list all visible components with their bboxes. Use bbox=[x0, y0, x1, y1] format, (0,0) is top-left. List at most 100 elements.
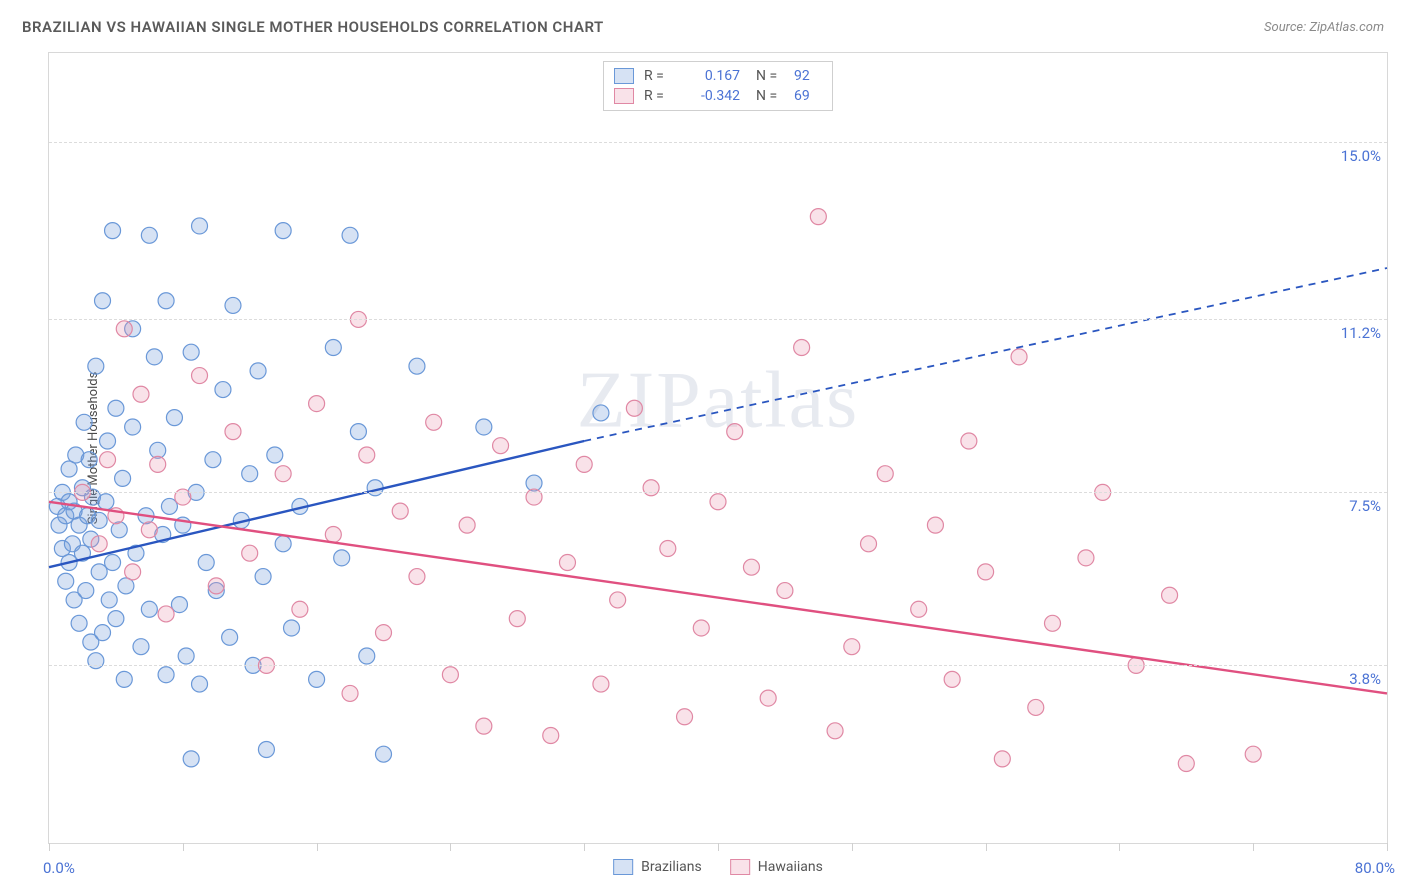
scatter-point bbox=[208, 578, 224, 594]
scatter-point bbox=[459, 517, 475, 533]
chart-header: BRAZILIAN VS HAWAIIAN SINGLE MOTHER HOUS… bbox=[22, 18, 1384, 36]
scatter-point bbox=[576, 456, 592, 472]
scatter-point bbox=[610, 592, 626, 608]
scatter-point bbox=[359, 447, 375, 463]
scatter-point bbox=[115, 470, 131, 486]
scatter-point bbox=[81, 452, 97, 468]
scatter-point bbox=[1028, 699, 1044, 715]
scatter-point bbox=[392, 503, 408, 519]
legend-bottom-label-0: Brazilians bbox=[641, 859, 702, 875]
scatter-point bbox=[827, 723, 843, 739]
source-name: ZipAtlas.com bbox=[1309, 20, 1384, 35]
scatter-point bbox=[105, 223, 121, 239]
scatter-point bbox=[442, 667, 458, 683]
x-tick bbox=[49, 843, 50, 851]
scatter-point bbox=[994, 751, 1010, 767]
regression-line bbox=[49, 441, 584, 567]
scatter-point bbox=[183, 751, 199, 767]
x-axis-min-label: 0.0% bbox=[43, 859, 75, 877]
scatter-point bbox=[141, 601, 157, 617]
legend-row-series-0: R = 0.167 N = 92 bbox=[614, 66, 822, 86]
scatter-point bbox=[794, 339, 810, 355]
scatter-point bbox=[101, 592, 117, 608]
scatter-point bbox=[171, 597, 187, 613]
y-gridline bbox=[49, 665, 1387, 666]
scatter-point bbox=[95, 625, 111, 641]
legend-n-label-1: N = bbox=[756, 88, 784, 104]
scatter-point bbox=[409, 358, 425, 374]
scatter-point bbox=[158, 606, 174, 622]
scatter-point bbox=[91, 564, 107, 580]
scatter-point bbox=[359, 648, 375, 664]
scatter-point bbox=[225, 424, 241, 440]
scatter-point bbox=[275, 536, 291, 552]
scatter-point bbox=[178, 648, 194, 664]
legend-item-0: Brazilians bbox=[613, 859, 702, 875]
scatter-point bbox=[677, 709, 693, 725]
legend-n-label-0: N = bbox=[756, 68, 784, 84]
scatter-point bbox=[409, 569, 425, 585]
scatter-point bbox=[426, 414, 442, 430]
scatter-point bbox=[476, 718, 492, 734]
scatter-point bbox=[255, 569, 271, 585]
scatter-point bbox=[141, 522, 157, 538]
scatter-point bbox=[166, 410, 182, 426]
y-axis-tick-label: 11.2% bbox=[1341, 324, 1381, 342]
scatter-point bbox=[1162, 587, 1178, 603]
scatter-point bbox=[183, 344, 199, 360]
y-gridline bbox=[49, 319, 1387, 320]
legend-row-series-1: R = -0.342 N = 69 bbox=[614, 86, 822, 106]
x-tick bbox=[183, 843, 184, 851]
scatter-point bbox=[108, 611, 124, 627]
legend-n-value-0: 92 bbox=[794, 68, 822, 84]
scatter-point bbox=[198, 555, 214, 571]
scatter-point bbox=[275, 466, 291, 482]
scatter-point bbox=[250, 363, 266, 379]
x-tick bbox=[1387, 843, 1388, 851]
scatter-point bbox=[125, 564, 141, 580]
scatter-point bbox=[543, 727, 559, 743]
scatter-point bbox=[98, 494, 114, 510]
scatter-point bbox=[192, 368, 208, 384]
scatter-point bbox=[111, 522, 127, 538]
scatter-point bbox=[76, 414, 92, 430]
scatter-point bbox=[105, 555, 121, 571]
chart-title: BRAZILIAN VS HAWAIIAN SINGLE MOTHER HOUS… bbox=[22, 18, 604, 36]
scatter-point bbox=[133, 639, 149, 655]
scatter-point bbox=[777, 583, 793, 599]
scatter-point bbox=[1045, 615, 1061, 631]
scatter-point bbox=[100, 433, 116, 449]
y-axis-tick-label: 3.8% bbox=[1349, 670, 1381, 688]
y-axis-tick-label: 15.0% bbox=[1341, 147, 1381, 165]
legend-series: Brazilians Hawaiians bbox=[613, 859, 823, 875]
source-prefix: Source: bbox=[1264, 20, 1309, 35]
scatter-point bbox=[284, 620, 300, 636]
scatter-point bbox=[376, 625, 392, 641]
scatter-point bbox=[116, 671, 132, 687]
scatter-point bbox=[292, 601, 308, 617]
y-gridline bbox=[49, 492, 1387, 493]
scatter-point bbox=[1245, 746, 1261, 762]
scatter-point bbox=[559, 555, 575, 571]
scatter-point bbox=[1011, 349, 1027, 365]
legend-swatch-1 bbox=[614, 88, 634, 104]
scatter-point bbox=[493, 438, 509, 454]
scatter-point bbox=[78, 583, 94, 599]
scatter-point bbox=[242, 545, 258, 561]
scatter-point bbox=[161, 498, 177, 514]
scatter-point bbox=[108, 400, 124, 416]
x-tick bbox=[852, 843, 853, 851]
chart-plot-area: Single Mother Households ZIPatlas R = 0.… bbox=[48, 52, 1388, 844]
scatter-point bbox=[944, 671, 960, 687]
legend-correlation: R = 0.167 N = 92 R = -0.342 N = 69 bbox=[603, 61, 833, 111]
scatter-point bbox=[150, 456, 166, 472]
scatter-point bbox=[476, 419, 492, 435]
scatter-point bbox=[133, 386, 149, 402]
scatter-point bbox=[334, 550, 350, 566]
scatter-point bbox=[309, 396, 325, 412]
scatter-point bbox=[376, 746, 392, 762]
legend-bottom-label-1: Hawaiians bbox=[758, 859, 823, 875]
scatter-point bbox=[743, 559, 759, 575]
scatter-point bbox=[927, 517, 943, 533]
scatter-point bbox=[760, 690, 776, 706]
